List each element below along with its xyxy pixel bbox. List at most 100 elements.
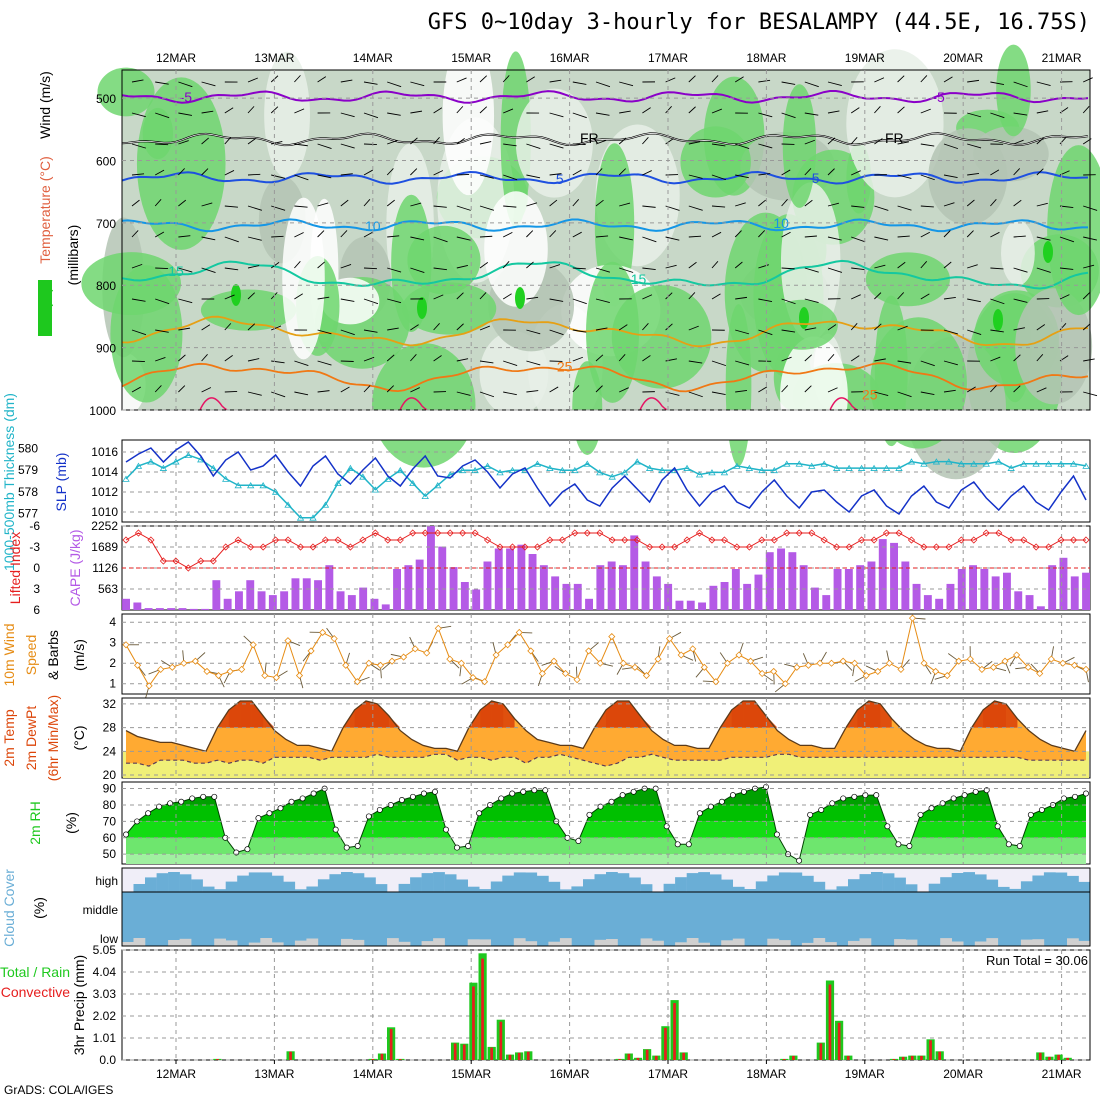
wind-barb	[294, 143, 308, 147]
lifted-point	[608, 536, 616, 544]
wind-barb	[479, 391, 495, 398]
cape-bar	[856, 565, 865, 610]
temp-peak-fill	[994, 700, 1018, 728]
date-label-top: 13MAR	[254, 51, 294, 65]
wind-barb	[874, 323, 882, 331]
wind-barb	[410, 81, 425, 87]
wind-barb	[735, 143, 750, 150]
rh-point	[454, 844, 460, 851]
lifted-point	[945, 543, 953, 551]
wind-barb	[827, 354, 835, 362]
wind-barb	[1059, 323, 1067, 331]
wind-barb	[758, 199, 766, 207]
thickness-point	[1057, 460, 1065, 467]
wind-barb	[154, 231, 165, 238]
wind-barb	[688, 325, 699, 331]
lifted-tick: -3	[29, 540, 40, 554]
thickness-point	[1082, 462, 1090, 469]
wind-barb	[758, 79, 771, 83]
wind-barb	[966, 230, 974, 238]
precip-convective-bar	[892, 1059, 896, 1060]
wind-speed-point	[365, 659, 373, 667]
low-cloud-bar	[986, 938, 999, 946]
wind-barb	[874, 358, 886, 362]
precip-convective-bar	[645, 1049, 649, 1060]
cloud-low-label: low	[100, 932, 118, 946]
wind-barb	[990, 231, 1000, 238]
lifted-point	[384, 536, 392, 544]
wind-barb	[990, 267, 1004, 270]
lifted-point	[134, 529, 143, 537]
cape-bar	[246, 580, 255, 610]
rh-point	[718, 798, 725, 805]
high-cloud-bar	[928, 883, 941, 892]
wind-barb	[549, 112, 564, 118]
rh-point	[211, 793, 218, 800]
wind-barb	[572, 143, 586, 145]
wind-barb	[224, 137, 232, 145]
wind-barb	[271, 325, 282, 331]
rh-point	[575, 838, 582, 844]
wind-barb	[201, 267, 216, 273]
wind-speed-point	[827, 659, 836, 667]
lifted-point	[870, 536, 878, 544]
wind-barb	[642, 107, 651, 114]
footer-credit: GrADS: COLA/IGES	[4, 1083, 114, 1097]
rh-tick: 50	[103, 847, 117, 861]
wind-barb	[758, 230, 766, 238]
wind-barb	[920, 261, 928, 269]
wind-barb	[526, 390, 539, 393]
thickness-point	[1044, 460, 1053, 467]
wind-barb	[317, 202, 329, 207]
wind-barb	[734, 261, 743, 269]
wind-barb	[665, 264, 677, 269]
lifted-point	[596, 529, 604, 537]
lifted-point	[658, 543, 666, 551]
thickness-point	[222, 475, 230, 482]
low-cloud-bar	[813, 938, 826, 946]
wind-barb	[688, 174, 703, 179]
wind-barb	[897, 391, 912, 398]
cape-bar	[201, 608, 209, 610]
lifted-point	[209, 557, 217, 565]
wind-barb	[131, 298, 146, 302]
thickness-tick: 580	[18, 442, 38, 456]
wind-barb	[920, 293, 930, 300]
wind-barb	[595, 235, 609, 238]
wind-barb	[410, 168, 418, 176]
rh-point	[277, 805, 284, 812]
cape-bar	[980, 569, 989, 610]
temp-peak-fill	[251, 700, 275, 728]
rh-region	[136, 77, 226, 250]
lifted-point	[1020, 536, 1028, 544]
ylabel-temp2m: 2m Temp	[1, 709, 17, 767]
lifted-point	[733, 543, 741, 551]
wind-barb	[386, 199, 395, 207]
cape-bar	[347, 595, 356, 610]
ylabel-cloud-units: (%)	[31, 897, 47, 919]
slp-tick: 1016	[91, 445, 118, 459]
slp-tick: 1014	[91, 465, 118, 479]
wind-barb	[851, 205, 865, 208]
precip-convective-bar	[526, 1051, 530, 1060]
precip-convective-bar	[828, 984, 832, 1060]
contour-label: 15	[631, 271, 647, 287]
wind-speed-point	[330, 635, 338, 643]
rh-point	[332, 826, 339, 833]
rh-region	[782, 84, 817, 208]
low-cloud-bar	[548, 941, 561, 946]
wind-barb	[804, 112, 819, 116]
high-cloud-bar	[1067, 875, 1079, 892]
wind-barb	[688, 106, 696, 114]
wind-barb	[595, 139, 607, 145]
low-cloud-bar	[513, 938, 526, 946]
wind-barb	[456, 138, 465, 145]
precip-tick: 0.0	[99, 1053, 116, 1067]
date-label-top: 17MAR	[648, 51, 688, 65]
cape-bar	[890, 542, 898, 610]
date-label-bottom: 21MAR	[1042, 1067, 1082, 1081]
wind-barb	[781, 169, 791, 176]
cape-bar	[268, 595, 277, 610]
wind-barb	[851, 236, 866, 243]
wind-speed-point	[353, 678, 361, 686]
